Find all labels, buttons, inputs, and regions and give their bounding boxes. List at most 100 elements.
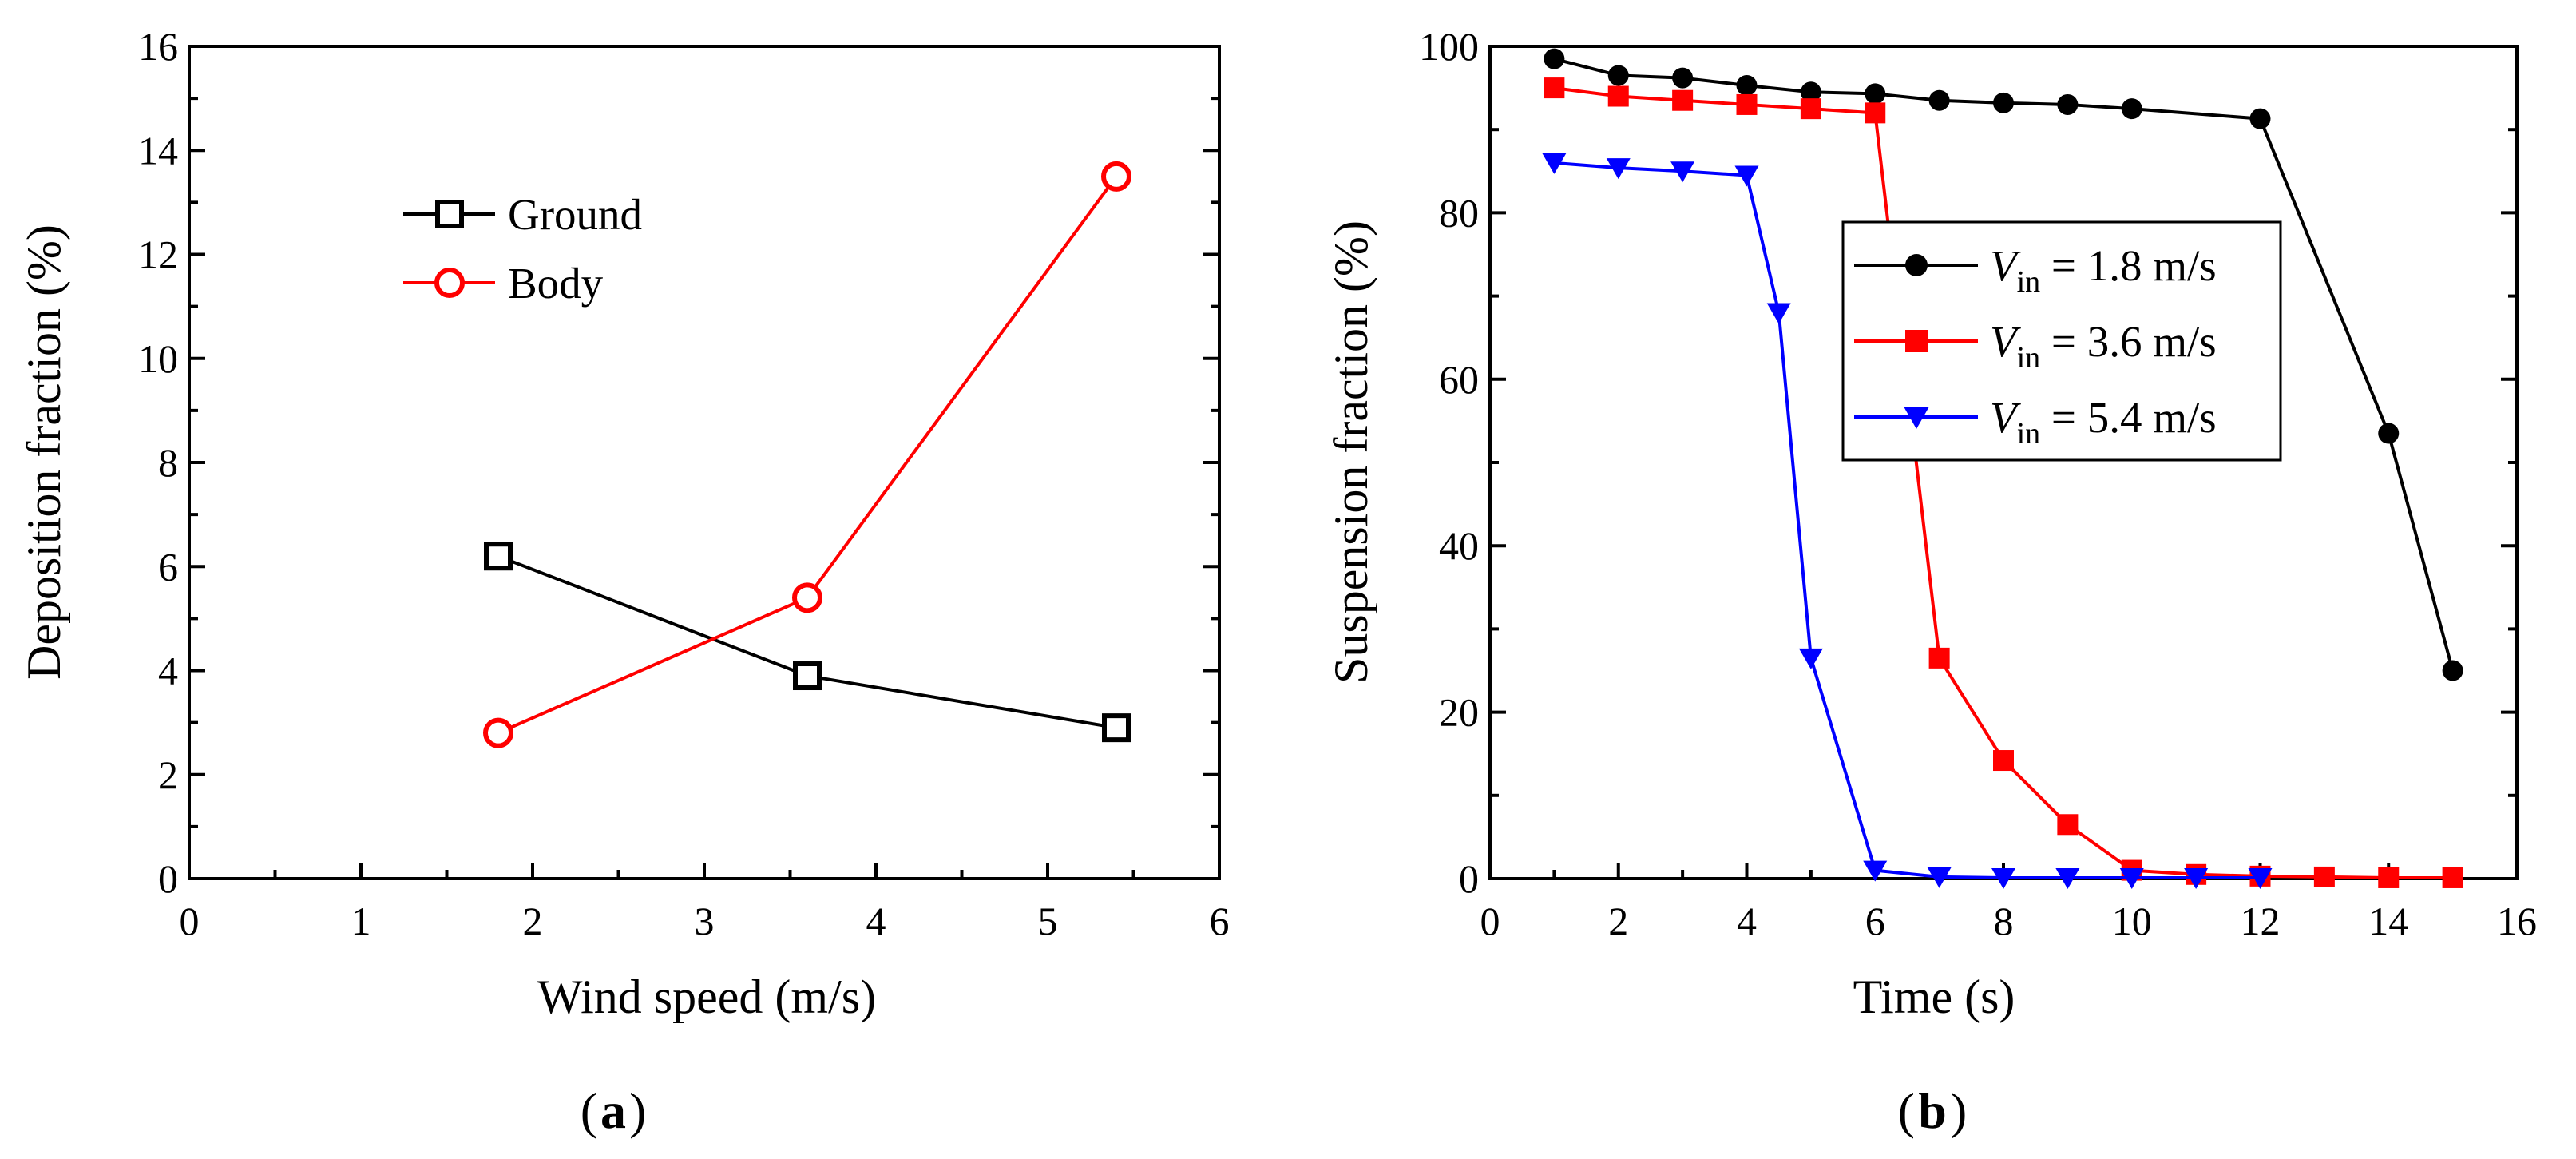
- data-point: [792, 582, 822, 613]
- x-tick-label: 8: [1994, 899, 2014, 943]
- y-tick-label: 10: [138, 336, 178, 381]
- data-point: [2442, 867, 2463, 888]
- panel-a-plot-area: [483, 161, 1131, 748]
- data-point: [2378, 423, 2400, 444]
- data-point: [1991, 867, 2015, 889]
- panel-a-series-1: [483, 161, 1131, 748]
- data-point: [1102, 713, 1131, 743]
- x-tick-label: 4: [866, 899, 886, 943]
- data-point: [1865, 102, 1886, 124]
- panel-a-legend: Ground Body: [403, 190, 642, 308]
- data-point: [483, 717, 513, 748]
- y-tick-label: 12: [138, 232, 178, 277]
- panel-a-xlabel: Wind speed (m/s): [537, 970, 876, 1023]
- data-point: [2249, 108, 2271, 129]
- legend-marker-body: [434, 268, 465, 298]
- y-tick-label: 20: [1439, 690, 1479, 735]
- panel-b-plot-area: [1542, 48, 2463, 889]
- svg-text:): ): [1950, 1082, 1967, 1139]
- x-tick-label: 4: [1737, 899, 1757, 943]
- panel-b-ylabel: Suspension fraction (%): [1325, 220, 1377, 684]
- svg-text:): ): [629, 1082, 646, 1139]
- data-point: [2055, 867, 2080, 889]
- data-point: [1865, 83, 1886, 105]
- data-point: [2442, 660, 2463, 681]
- panel-b-series-2: [1542, 153, 2273, 889]
- data-point: [1993, 92, 2014, 113]
- y-tick-label: 100: [1419, 24, 1479, 69]
- data-point: [1542, 153, 1567, 174]
- panel-b-xlabel: Time (s): [1853, 970, 2015, 1023]
- data-point: [2248, 867, 2273, 889]
- panel-a-series-0: [484, 542, 1131, 743]
- panel-a-ylabel: Deposition fraction (%): [18, 224, 70, 680]
- data-point: [1101, 161, 1131, 192]
- x-tick-label: 2: [1608, 899, 1628, 943]
- data-point: [2121, 98, 2142, 120]
- panel-a-label-letter: a: [600, 1082, 626, 1139]
- panel-b-legend: Vin = 1.8 m/s Vin = 3.6 m/s Vin = 5.4 m/…: [1841, 220, 2282, 462]
- y-tick-label: 8: [158, 440, 178, 485]
- data-point: [2313, 866, 2335, 887]
- data-point: [1766, 303, 1791, 324]
- legend-label-ground: Ground: [508, 190, 642, 239]
- data-point: [1670, 161, 1695, 183]
- x-tick-label: 6: [1865, 899, 1885, 943]
- legend-item-v54: Vin = 5.4 m/s: [1854, 393, 2217, 451]
- legend-marker-ground: [435, 200, 464, 228]
- data-point: [1736, 74, 1758, 96]
- legend-label-v18: Vin = 1.8 m/s: [1990, 241, 2217, 299]
- svg-text:(: (: [1898, 1082, 1915, 1139]
- data-point: [793, 661, 822, 691]
- x-tick-label: 0: [180, 899, 200, 943]
- y-tick-label: 2: [158, 752, 178, 797]
- data-point: [1928, 647, 1950, 669]
- legend-marker-v36: [1905, 330, 1928, 352]
- y-tick-label: 0: [1459, 856, 1479, 901]
- data-point: [2057, 93, 2079, 115]
- x-tick-label: 1: [351, 899, 371, 943]
- y-tick-label: 6: [158, 544, 178, 589]
- legend-item-body: Body: [403, 259, 604, 308]
- data-point: [1736, 93, 1758, 115]
- series-line: [497, 554, 1117, 730]
- y-tick-label: 14: [138, 128, 178, 173]
- x-tick-label: 10: [2112, 899, 2152, 943]
- data-point: [1607, 85, 1629, 107]
- panel-b-series-1: [1544, 77, 2463, 888]
- panel-b-label: ( b ): [1898, 1082, 1968, 1139]
- data-point: [1798, 648, 1823, 669]
- legend-marker-v18: [1905, 254, 1928, 276]
- x-tick-label: 6: [1210, 899, 1230, 943]
- x-tick-label: 2: [523, 899, 543, 943]
- x-tick-label: 16: [2497, 899, 2537, 943]
- y-tick-label: 0: [158, 856, 178, 901]
- data-point: [2057, 814, 2079, 836]
- x-tick-label: 0: [1480, 899, 1500, 943]
- data-point: [2119, 867, 2144, 889]
- panel-b-chart: 0 2 4 6 8 10 12 14 16 0 20 40 60 80 100 Suspension fra…: [1325, 24, 2537, 1139]
- data-point: [1734, 165, 1759, 187]
- y-tick-label: 4: [158, 649, 178, 693]
- data-point: [1927, 867, 1952, 888]
- data-point: [1544, 48, 1565, 69]
- data-point: [1993, 750, 2014, 772]
- legend-marker-v54: [1904, 407, 1929, 429]
- data-point: [484, 542, 513, 571]
- legend-label-v36: Vin = 3.6 m/s: [1990, 317, 2217, 375]
- data-point: [1606, 158, 1631, 180]
- x-tick-label: 3: [695, 899, 715, 943]
- legend-item-ground: Ground: [403, 190, 642, 239]
- panel-a-label: ( a ): [581, 1082, 647, 1139]
- panel-a-frame: [188, 45, 1221, 880]
- y-tick-label: 40: [1439, 523, 1479, 568]
- data-point: [1607, 65, 1629, 86]
- legend-item-v18: Vin = 1.8 m/s: [1854, 241, 2217, 299]
- data-point: [1800, 81, 1821, 103]
- x-tick-label: 14: [2368, 899, 2408, 943]
- data-point: [1928, 89, 1950, 111]
- legend-label-body: Body: [508, 259, 604, 308]
- legend-item-v36: Vin = 3.6 m/s: [1854, 317, 2217, 375]
- data-point: [1800, 98, 1821, 120]
